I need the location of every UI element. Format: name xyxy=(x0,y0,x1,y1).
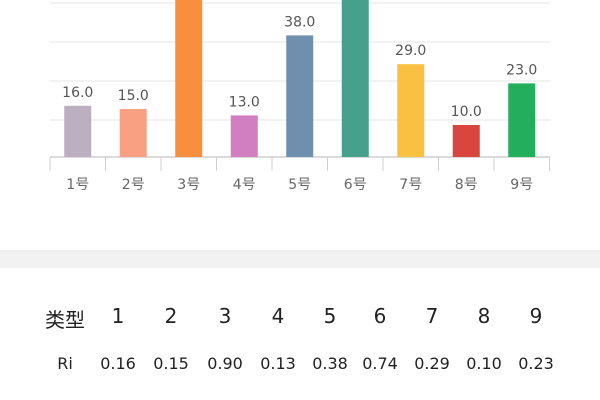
bar-value-label: 38.0 xyxy=(284,14,315,30)
bar xyxy=(452,125,480,157)
bar-value-label: 15.0 xyxy=(118,88,149,104)
table-header-cell: 7 xyxy=(425,304,439,328)
table-ri-cell: 0.74 xyxy=(362,354,398,373)
bar xyxy=(175,0,203,157)
table-header-cell: 6 xyxy=(373,304,387,328)
x-tick-label: 8号 xyxy=(455,177,478,193)
bar xyxy=(508,83,536,157)
x-tick-label: 5号 xyxy=(288,177,311,193)
bar-value-label: 13.0 xyxy=(229,94,260,110)
bar xyxy=(286,35,314,157)
bar xyxy=(64,105,92,157)
ri-table: 类型 1 2 3 4 5 6 7 8 9 Ri 0.16 0.15 0.90 0… xyxy=(0,268,600,400)
bar-value-label: 29.0 xyxy=(395,43,426,59)
bar xyxy=(119,109,147,157)
table-ri-cell: 0.13 xyxy=(260,354,296,373)
table-ri-cell: 0.38 xyxy=(312,354,348,373)
table-header-row: 类型 1 2 3 4 5 6 7 8 9 xyxy=(0,298,600,338)
table-ri-cell: 0.10 xyxy=(466,354,502,373)
bar-value-label: 23.0 xyxy=(506,62,537,78)
bar-chart: 16.0 1号 15.0 2号 3号 13.0 4号 38.0 5号 6号 29.0 7号 10.0 8号… xyxy=(49,0,550,193)
bar xyxy=(397,64,425,157)
table-header-cell: 9 xyxy=(529,304,543,328)
table-header-cell: 1 xyxy=(111,304,125,328)
table-ri-label: Ri xyxy=(57,354,73,373)
table-header-cell: 2 xyxy=(164,304,178,328)
x-tick-label: 4号 xyxy=(233,177,256,193)
table-header-cell: 5 xyxy=(323,304,337,328)
table-header-label: 类型 xyxy=(45,308,85,332)
bar-value-label: 16.0 xyxy=(62,85,93,101)
table-ri-cell: 0.15 xyxy=(153,354,189,373)
x-tick-label: 6号 xyxy=(344,177,367,193)
table-ri-cell: 0.16 xyxy=(100,354,136,373)
table-ri-cell: 0.90 xyxy=(207,354,243,373)
x-tick-label: 3号 xyxy=(177,177,200,193)
x-tick-label: 9号 xyxy=(510,177,533,193)
table-ri-cell: 0.23 xyxy=(518,354,554,373)
section-divider xyxy=(0,250,600,268)
x-tick-label: 1号 xyxy=(66,177,89,193)
table-header-cell: 8 xyxy=(477,304,491,328)
table-header-cell: 3 xyxy=(218,304,232,328)
bar xyxy=(341,0,369,157)
x-tick-label: 2号 xyxy=(122,177,145,193)
table-ri-cell: 0.29 xyxy=(414,354,450,373)
table-header-cell: 4 xyxy=(271,304,285,328)
bar xyxy=(230,115,258,157)
bar-chart-svg: 16.0 1号 15.0 2号 3号 13.0 4号 38.0 5号 6号 29.0 7号 10.0 8号… xyxy=(49,0,550,193)
x-tick-label: 7号 xyxy=(399,177,422,193)
bar-value-label: 10.0 xyxy=(451,104,482,120)
table-ri-row: Ri 0.16 0.15 0.90 0.13 0.38 0.74 0.29 0.… xyxy=(0,344,600,384)
